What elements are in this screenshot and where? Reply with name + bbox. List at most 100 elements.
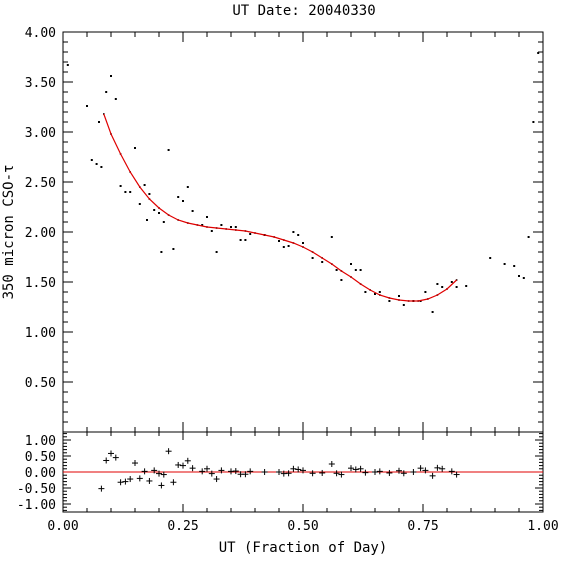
data-point xyxy=(110,75,112,77)
data-point xyxy=(527,236,530,238)
residual-point xyxy=(285,470,292,477)
residual-point xyxy=(122,478,129,485)
data-point xyxy=(278,240,280,242)
residual-point xyxy=(141,468,148,475)
residual-y-tick-label: -0.50 xyxy=(17,482,56,497)
x-axis-label: UT (Fraction of Day) xyxy=(219,540,388,556)
data-point xyxy=(374,293,376,295)
residual-point xyxy=(218,467,225,474)
data-point xyxy=(98,121,100,123)
residual-point xyxy=(319,469,326,476)
residual-point xyxy=(184,457,191,464)
data-point xyxy=(148,193,151,195)
data-point xyxy=(153,209,156,211)
data-point xyxy=(297,234,300,236)
y-tick-label: 4.00 xyxy=(25,26,56,41)
y-axis-label: 350 micron CSO-τ xyxy=(1,165,17,300)
data-point xyxy=(340,279,343,281)
residual-point xyxy=(429,472,436,479)
top-plot-frame xyxy=(62,31,544,433)
residual-point xyxy=(247,468,254,475)
data-point xyxy=(431,311,434,313)
data-point xyxy=(210,230,213,232)
data-point xyxy=(302,242,304,244)
residual-point xyxy=(396,467,402,474)
data-point xyxy=(215,251,218,253)
residual-y-tick-label: 0.00 xyxy=(25,466,56,481)
data-point xyxy=(239,239,242,241)
residual-point xyxy=(357,465,364,472)
data-point xyxy=(66,64,69,66)
data-point xyxy=(518,275,520,277)
data-point xyxy=(287,245,290,247)
data-point xyxy=(114,98,117,100)
y-tick-label: 3.00 xyxy=(25,126,56,141)
residual-point xyxy=(204,465,210,472)
top-data-points xyxy=(66,52,540,313)
data-point xyxy=(105,91,108,93)
data-point xyxy=(455,286,458,288)
data-point xyxy=(206,216,208,218)
data-point xyxy=(364,291,367,293)
residual-point xyxy=(348,465,354,472)
residual-y-tick-label: 0.50 xyxy=(25,450,56,465)
y-tick-label: 2.50 xyxy=(25,176,56,191)
residual-point xyxy=(156,470,162,477)
residual-y-tick-label: 1.00 xyxy=(25,434,56,449)
residual-point xyxy=(338,471,345,478)
residual-point xyxy=(103,457,110,464)
data-point xyxy=(537,52,540,54)
data-point xyxy=(172,248,175,250)
residual-point xyxy=(300,467,306,474)
residual-point xyxy=(448,468,455,475)
residual-point xyxy=(175,461,182,468)
residual-y-tick-label: -1.00 xyxy=(17,498,56,513)
data-point xyxy=(86,105,88,107)
data-point xyxy=(124,191,127,193)
residual-point xyxy=(434,464,441,471)
residual-point xyxy=(189,465,196,472)
fit-curve xyxy=(103,113,458,302)
data-point xyxy=(282,246,285,248)
data-point xyxy=(146,219,148,221)
residual-point xyxy=(410,469,417,475)
residual-point xyxy=(108,450,114,457)
residual-point xyxy=(127,476,134,483)
residual-point xyxy=(386,469,393,476)
residual-point xyxy=(276,469,282,475)
data-point xyxy=(532,121,535,123)
residual-point xyxy=(261,469,268,475)
residual-point xyxy=(160,471,167,478)
x-tick-label: 1.00 xyxy=(527,519,558,534)
data-point xyxy=(354,269,357,271)
data-point xyxy=(186,186,189,188)
residual-point xyxy=(98,485,105,492)
data-point xyxy=(167,149,170,151)
data-point xyxy=(424,291,427,293)
residual-point xyxy=(439,465,446,472)
data-point xyxy=(244,239,247,241)
data-point xyxy=(162,221,165,223)
data-point xyxy=(330,236,333,238)
data-point xyxy=(465,285,468,287)
residual-point xyxy=(309,470,316,477)
data-point xyxy=(177,196,180,198)
residual-point xyxy=(290,465,297,472)
residual-point xyxy=(158,482,165,489)
data-point xyxy=(249,233,252,235)
residual-point xyxy=(376,468,383,475)
residual-point xyxy=(232,468,239,475)
data-point xyxy=(402,304,405,306)
data-point xyxy=(191,210,194,212)
residual-point xyxy=(417,465,424,472)
data-point xyxy=(160,251,163,253)
data-point xyxy=(436,283,439,285)
data-point xyxy=(522,277,525,279)
data-point xyxy=(143,184,146,186)
data-point xyxy=(234,226,237,228)
residual-point xyxy=(362,469,369,476)
data-point xyxy=(441,286,444,288)
top-x-ticks xyxy=(62,32,544,432)
residual-point xyxy=(180,462,186,469)
